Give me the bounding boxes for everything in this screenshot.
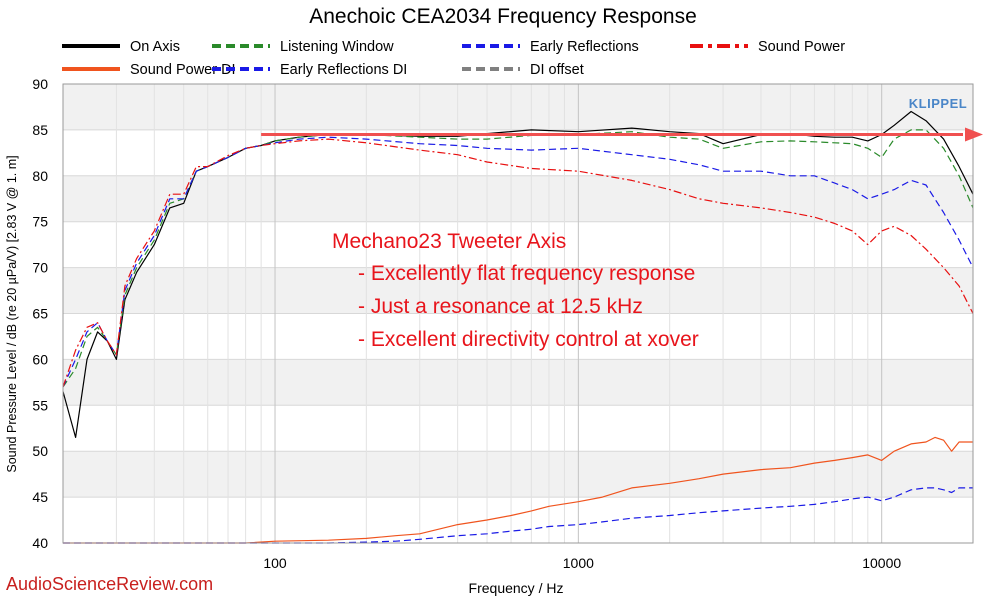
legend-label: DI offset [530, 62, 584, 78]
annotation-heading: Mechano23 Tweeter Axis [332, 230, 566, 253]
reference-arrow [261, 127, 983, 142]
annotation-line-1: - Excellently flat frequency response [358, 262, 695, 285]
plot-band [63, 359, 973, 406]
legend-label: Sound Power [758, 39, 845, 55]
annotation-block: Mechano23 Tweeter Axis - Excellently fla… [332, 230, 699, 351]
arrow-head [965, 127, 983, 142]
plot-band [63, 84, 973, 130]
x-tick-label: 1000 [563, 555, 594, 571]
y-tick-label: 50 [32, 443, 48, 459]
plot-band [63, 451, 973, 498]
x-axis-label: Frequency / Hz [469, 580, 564, 596]
chart-legend: On Axis Listening Window Early Reflections… [62, 39, 845, 78]
y-tick-label: 55 [32, 397, 48, 413]
x-tick-label: 10000 [862, 555, 901, 571]
series-line-3 [62, 136, 974, 388]
series-line-6 [63, 487, 973, 544]
series-layer [62, 110, 974, 544]
annotation-line-3: - Excellent directivity control at xover [358, 328, 699, 351]
x-tick-label: 100 [263, 555, 287, 571]
y-tick-label: 90 [32, 76, 48, 92]
plot-band [63, 267, 973, 314]
series-line-4 [62, 138, 974, 388]
plot-frame [62, 83, 974, 544]
series-line-2 [62, 129, 974, 388]
y-tick-label: 75 [32, 214, 48, 230]
legend-label: Sound Power DI [130, 62, 236, 78]
y-tick-label: 60 [32, 351, 48, 367]
y-tick-label: 40 [32, 535, 48, 551]
legend-label: Listening Window [280, 39, 394, 55]
y-axis-label: Sound Pressure Level / dB (re 20 µPa/V) … [5, 155, 19, 472]
watermark-text: AudioScienceReview.com [6, 574, 213, 594]
y-tick-label: 65 [32, 306, 48, 322]
series-line-5 [63, 436, 973, 544]
y-tick-labels: 40 45 50 55 60 65 70 75 80 85 90 [32, 76, 48, 551]
legend-label: On Axis [130, 39, 180, 55]
y-tick-label: 45 [32, 489, 48, 505]
y-tick-label: 85 [32, 122, 48, 138]
series-line-1 [62, 110, 974, 438]
y-tick-label: 80 [32, 168, 48, 184]
chart-title: Anechoic CEA2034 Frequency Response [309, 5, 697, 28]
klippel-logo: KLIPPEL [909, 96, 967, 111]
annotation-line-2: - Just a resonance at 12.5 kHz [358, 295, 643, 318]
legend-label: Early Reflections DI [280, 62, 407, 78]
plot-band [63, 175, 973, 222]
legend-label: Early Reflections [530, 39, 639, 55]
x-tick-labels: 100 1000 10000 [263, 555, 901, 571]
plot-grid [62, 83, 974, 544]
y-tick-label: 70 [32, 260, 48, 276]
